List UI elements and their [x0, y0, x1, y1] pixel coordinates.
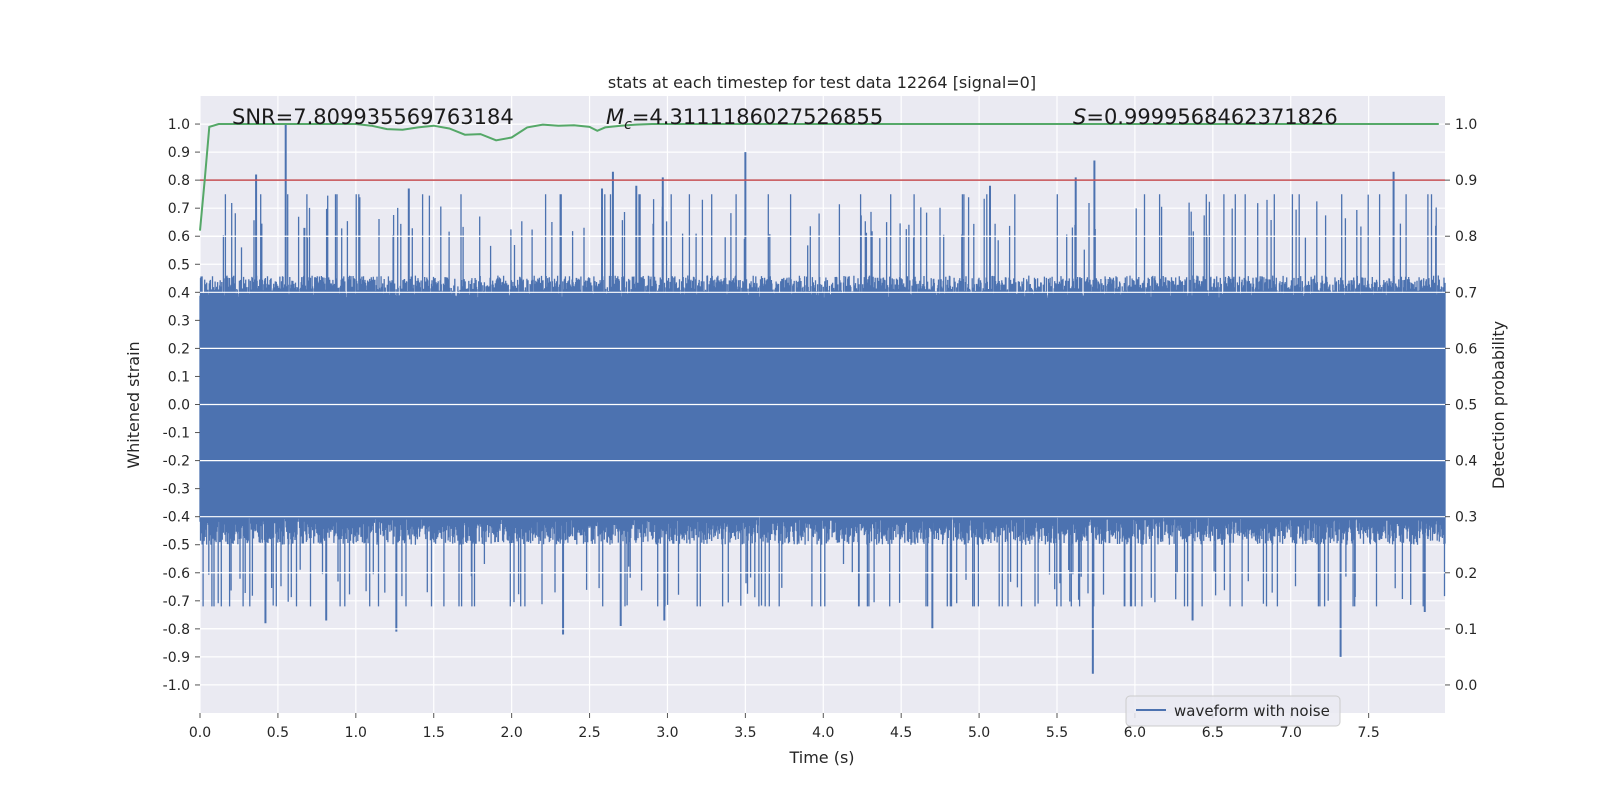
y-tick-label: -0.8: [163, 622, 190, 638]
chirp-mass-value: =4.3111186027526855: [632, 105, 883, 129]
chart-title: stats at each timestep for test data 122…: [608, 73, 1036, 92]
x-tick-label: 6.5: [1202, 725, 1224, 741]
y2-tick-label: 0.6: [1455, 341, 1477, 357]
y-tick-label: 0.8: [168, 173, 190, 189]
x-tick-label: 7.0: [1280, 725, 1302, 741]
x-tick-label: 5.0: [968, 725, 990, 741]
waveform-series: [199, 123, 1446, 686]
y-tick-label: 0.2: [168, 341, 190, 357]
y2-tick-label: 0.9: [1455, 173, 1477, 189]
x-tick-label: 4.0: [812, 725, 834, 741]
x-tick-label: 3.5: [734, 725, 756, 741]
x-tick-labels: 0.0 0.5 1.0 1.5 2.0 2.5 3.0 3.5 4.0 4.5 5.0 5.5 6.0 6…: [189, 713, 1380, 741]
x-tick-label: 2.5: [578, 725, 600, 741]
s-annotation: S=0.9999568462371826: [1073, 105, 1338, 129]
x-tick-label: 0.0: [189, 725, 211, 741]
y2-tick-label: 0.3: [1455, 510, 1477, 526]
y-tick-label: 0.0: [168, 398, 190, 414]
probability-line: [199, 123, 1439, 231]
y2-tick-label: 0.2: [1455, 566, 1477, 582]
y2-tick-label: 1.0: [1455, 117, 1477, 133]
y-tick-label: -0.9: [163, 650, 190, 666]
y-tick-label: -0.7: [163, 594, 190, 610]
x-tick-label: 2.0: [501, 725, 523, 741]
probability-series: [199, 123, 1439, 231]
waveform-core: [200, 354, 1445, 461]
y-tick-labels: 1.0 0.9 0.8 0.7 0.6 0.5 0.4 0.3 0.2 0.1 0.0 -0.1 -0.…: [163, 117, 200, 694]
x-tick-label: 6.0: [1124, 725, 1146, 741]
y-tick-label: -0.6: [163, 566, 190, 582]
y-tick-label: 0.6: [168, 229, 190, 245]
y2-tick-label: 0.1: [1455, 622, 1477, 638]
x-tick-label: 3.0: [656, 725, 678, 741]
x-tick-label: 7.5: [1358, 725, 1380, 741]
x-axis-label: Time (s): [788, 748, 854, 767]
x-tick-label: 0.5: [267, 725, 289, 741]
y-tick-label: 0.3: [168, 313, 190, 329]
y-tick-label: 0.1: [168, 369, 190, 385]
snr-annotation: SNR=7.809935569763184: [232, 105, 514, 129]
y-tick-label: -1.0: [163, 678, 190, 694]
y2-tick-label: 0.0: [1455, 678, 1477, 694]
y2-tick-label: 0.8: [1455, 229, 1477, 245]
legend: waveform with noise: [1125, 695, 1341, 727]
chirp-mass-annotation: Mc=4.3111186027526855: [606, 105, 883, 133]
legend-box: [1125, 695, 1341, 727]
s-value: =0.9999568462371826: [1086, 105, 1337, 129]
y-tick-label: -0.2: [163, 454, 190, 470]
y-tick-label: -0.5: [163, 538, 190, 554]
y-axis-label: Whitened strain: [124, 341, 143, 468]
y2-tick-label: 0.5: [1455, 398, 1477, 414]
y2-tick-labels: 1.0 0.9 0.8 0.7 0.6 0.5 0.4 0.3 0.2 0.1 0.0: [1445, 117, 1477, 694]
y-tick-label: 0.9: [168, 145, 190, 161]
y2-tick-label: 0.7: [1455, 285, 1477, 301]
y2-axis-label: Detection probability: [1489, 321, 1508, 489]
y2-tick-label: 0.4: [1455, 454, 1477, 470]
x-tick-label: 5.5: [1046, 725, 1068, 741]
x-tick-label: 1.5: [423, 725, 445, 741]
y-tick-label: 0.7: [168, 201, 190, 217]
y-tick-label: -0.4: [163, 510, 190, 526]
x-tick-label: 4.5: [890, 725, 912, 741]
y-tick-label: 0.4: [168, 285, 190, 301]
y-tick-label: 0.5: [168, 257, 190, 273]
y-tick-label: 1.0: [168, 117, 190, 133]
y-tick-label: -0.1: [163, 426, 190, 442]
y-tick-label: -0.3: [163, 482, 190, 498]
x-tick-label: 1.0: [345, 725, 367, 741]
legend-label-waveform: waveform with noise: [1174, 702, 1330, 720]
